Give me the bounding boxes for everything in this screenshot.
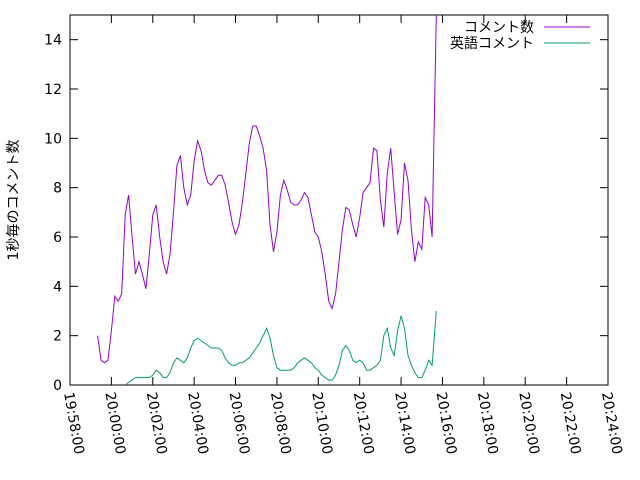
y-tick-label: 8 — [53, 181, 62, 197]
x-tick-label: 20:04:00 — [184, 391, 211, 456]
x-tick-label: 20:10:00 — [308, 391, 335, 456]
y-tick-label: 12 — [44, 82, 62, 98]
y-tick-label: 14 — [44, 33, 62, 49]
x-tick-label: 20:12:00 — [350, 391, 377, 456]
y-axis: 0 2 4 6 8 10 12 14 — [44, 33, 608, 394]
y-axis-label: 1秒毎のコメント数 — [6, 140, 22, 261]
legend-label: 英語コメント — [450, 35, 534, 52]
y-tick-label: 10 — [44, 131, 62, 147]
x-tick-label: 20:20:00 — [515, 391, 542, 456]
legend-label: コメント数 — [464, 20, 534, 36]
x-tick-label: 20:08:00 — [267, 391, 294, 456]
x-tick-label: 20:22:00 — [557, 391, 584, 456]
series-line-0 — [97, 14, 437, 364]
y-tick-label: 2 — [53, 329, 62, 345]
x-tick-label: 20:02:00 — [143, 391, 170, 456]
x-tick-label: 20:18:00 — [474, 391, 501, 456]
y-tick-label: 0 — [53, 378, 62, 394]
x-tick-label: 20:16:00 — [433, 391, 460, 456]
x-tick-label: 19:58:00 — [60, 391, 87, 456]
x-tick-label: 20:14:00 — [391, 391, 418, 456]
x-axis: 19:58:00 20:00:00 20:02:00 20:04:00 20:06:00… — [60, 15, 625, 456]
series-layer — [97, 14, 437, 386]
y-tick-label: 6 — [53, 230, 62, 246]
x-tick-label: 20:06:00 — [226, 391, 253, 456]
plot-frame — [69, 14, 609, 386]
x-tick-label: 20:00:00 — [101, 391, 128, 456]
x-tick-label: 20:24:00 — [598, 391, 625, 456]
series-line-1 — [124, 310, 437, 386]
y-tick-label: 4 — [53, 279, 62, 295]
